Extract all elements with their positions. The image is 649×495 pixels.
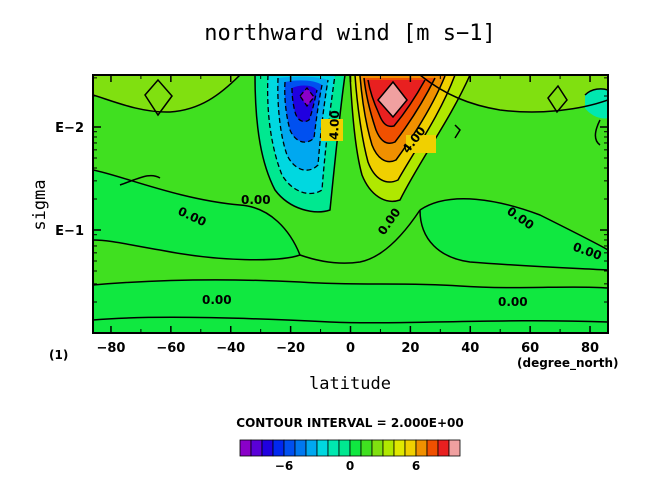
colorbar-ticks: −6 0 6	[275, 459, 420, 473]
colorbar-swatch	[305, 439, 318, 457]
x-tick-label: 80	[581, 341, 599, 356]
colorbar-swatch	[272, 439, 285, 457]
contour-interval-label: CONTOUR INTERVAL = 2.000E+00	[236, 416, 463, 430]
colorbar-swatch	[239, 439, 252, 457]
contour-label: 0.00	[202, 293, 232, 307]
x-tick-label: −20	[276, 341, 305, 356]
y-axis-title: sigma	[30, 179, 50, 230]
x-tick-label: 20	[401, 341, 419, 356]
colorbar-swatch	[261, 439, 274, 457]
colorbar-swatch	[437, 439, 450, 457]
x-tick-label: 0	[346, 341, 355, 356]
y-tick-label: E−2	[55, 121, 84, 136]
contour-label: 4.00	[327, 110, 342, 140]
colorbar-swatch	[382, 439, 395, 457]
x-tick-label: 60	[521, 341, 539, 356]
contour-lines	[93, 75, 608, 324]
colorbar-swatch	[338, 439, 351, 457]
colorbar-swatch	[294, 439, 307, 457]
x-tick-label: −80	[96, 341, 125, 356]
x-axis: −80 −60 −40 −20 0 20 40 60 80	[96, 75, 599, 356]
colorbar-swatch	[404, 439, 417, 457]
x-tick-label: −60	[156, 341, 185, 356]
colorbar-swatch	[426, 439, 439, 457]
zero-band-mid-left	[93, 170, 300, 260]
colorbar-swatch	[283, 439, 296, 457]
plot-area	[93, 75, 608, 333]
contour-label-bg	[321, 119, 343, 141]
chart-title: northward wind [m s−1]	[204, 21, 495, 46]
x-tick-label: 40	[461, 341, 479, 356]
colorbar-swatch	[448, 439, 461, 457]
colorbar-swatch	[415, 439, 428, 457]
zero-band-low	[93, 279, 608, 333]
colorbar-tick-label: −6	[275, 459, 293, 473]
colorbar-swatch	[393, 439, 406, 457]
contour-label: 0.00	[241, 193, 271, 207]
zero-region-right	[420, 198, 608, 270]
contour-labels: 4.00 4.00 0.00 0.00 0.00 0.00 0.00 0.00 …	[176, 110, 604, 309]
panel-label: (1)	[49, 348, 68, 362]
contour-label: 0.00	[498, 295, 528, 309]
colorbar-swatch	[371, 439, 384, 457]
colorbar-swatch	[327, 439, 340, 457]
y-tick-label: E−1	[55, 224, 84, 239]
x-axis-title: latitude	[309, 374, 391, 394]
colorbar-tick-label: 0	[346, 459, 354, 473]
contour-label-bg	[406, 135, 436, 153]
colorbar-swatch	[250, 439, 263, 457]
x-unit-label: (degree_north)	[517, 356, 618, 371]
colorbar	[239, 439, 461, 457]
colorbar-tick-label: 6	[412, 459, 420, 473]
colorbar-swatch	[360, 439, 373, 457]
x-tick-label: −40	[216, 341, 245, 356]
y-axis: E−2 E−1	[55, 77, 608, 303]
colorbar-swatch	[349, 439, 362, 457]
colorbar-swatch	[316, 439, 329, 457]
